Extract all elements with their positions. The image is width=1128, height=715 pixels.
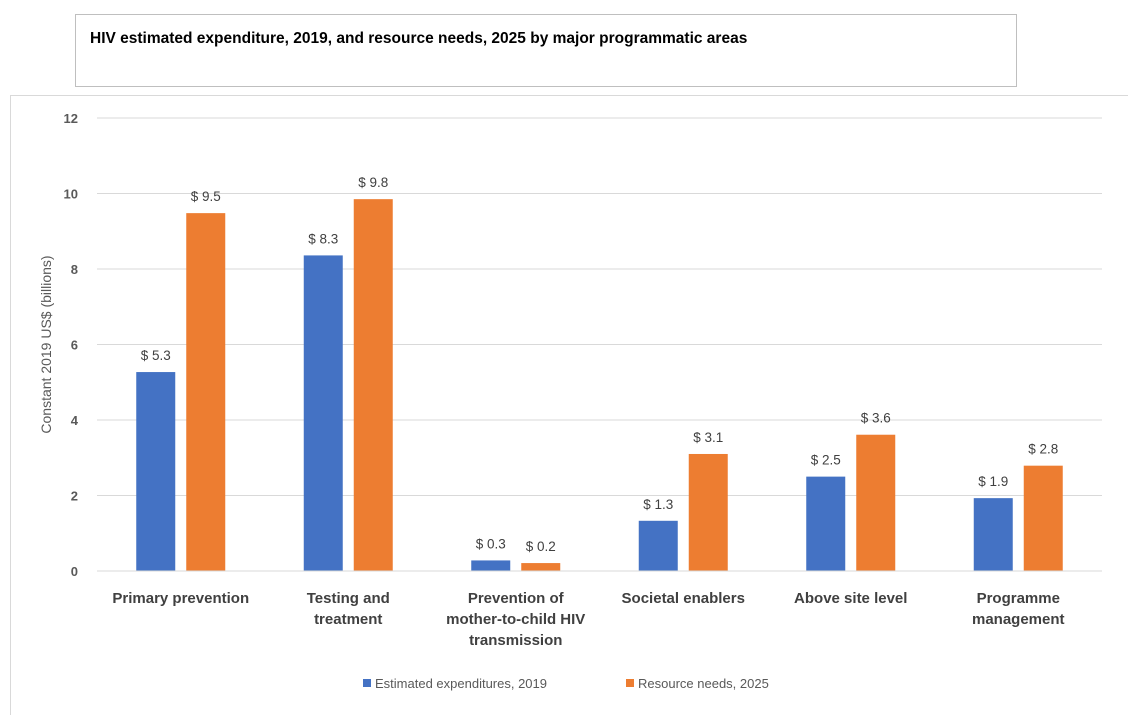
bar-needs-2025 <box>856 434 896 571</box>
data-label: $ 9.5 <box>191 189 221 204</box>
bar-needs-2025 <box>186 213 226 571</box>
bar-needs-2025 <box>521 563 561 571</box>
data-label: $ 0.3 <box>476 536 506 551</box>
bar-expenditure-2019 <box>471 560 511 571</box>
data-label: $ 5.3 <box>141 348 171 363</box>
chart-title: HIV estimated expenditure, 2019, and res… <box>90 30 748 47</box>
legend-label: Estimated expenditures, 2019 <box>375 676 547 691</box>
data-label: $ 2.8 <box>1028 442 1058 457</box>
chart-title-box: HIV estimated expenditure, 2019, and res… <box>75 14 1017 87</box>
legend-swatch <box>363 679 371 687</box>
legend-swatch <box>626 679 634 687</box>
bar-expenditure-2019 <box>638 520 678 571</box>
category-label: Societal enablers <box>622 590 745 607</box>
bar-expenditure-2019 <box>136 372 176 571</box>
category-label: Above site level <box>794 590 907 607</box>
category-label: Prevention of mother-to-child HIV transmis… <box>446 590 585 649</box>
bar-needs-2025 <box>353 199 393 571</box>
y-tick-label: 10 <box>64 187 78 202</box>
category-label: Primary prevention <box>112 590 249 607</box>
plot-frame <box>10 95 1128 715</box>
bar-needs-2025 <box>1023 465 1063 571</box>
bar-expenditure-2019 <box>806 476 846 571</box>
data-label: $ 2.5 <box>811 453 841 468</box>
data-label: $ 3.1 <box>693 430 723 445</box>
y-tick-label: 8 <box>71 262 78 277</box>
category-label: Programme management <box>972 590 1065 628</box>
y-tick-label: 0 <box>71 564 78 579</box>
data-label: $ 1.3 <box>643 497 673 512</box>
y-tick-label: 4 <box>71 413 79 428</box>
y-tick-label: 2 <box>71 489 78 504</box>
data-label: $ 9.8 <box>358 175 388 190</box>
legend-label: Resource needs, 2025 <box>638 676 769 691</box>
data-label: $ 8.3 <box>308 231 338 246</box>
data-label: $ 1.9 <box>978 474 1008 489</box>
bar-needs-2025 <box>688 453 728 571</box>
data-label: $ 3.6 <box>861 411 891 426</box>
bar-expenditure-2019 <box>973 498 1013 571</box>
y-tick-label: 6 <box>71 338 78 353</box>
y-tick-label: 12 <box>64 111 78 126</box>
y-axis-label: Constant 2019 US$ (billions) <box>38 255 54 433</box>
category-label: Testing and treatment <box>307 590 390 628</box>
bar-expenditure-2019 <box>303 255 343 571</box>
data-label: $ 0.2 <box>526 539 556 554</box>
